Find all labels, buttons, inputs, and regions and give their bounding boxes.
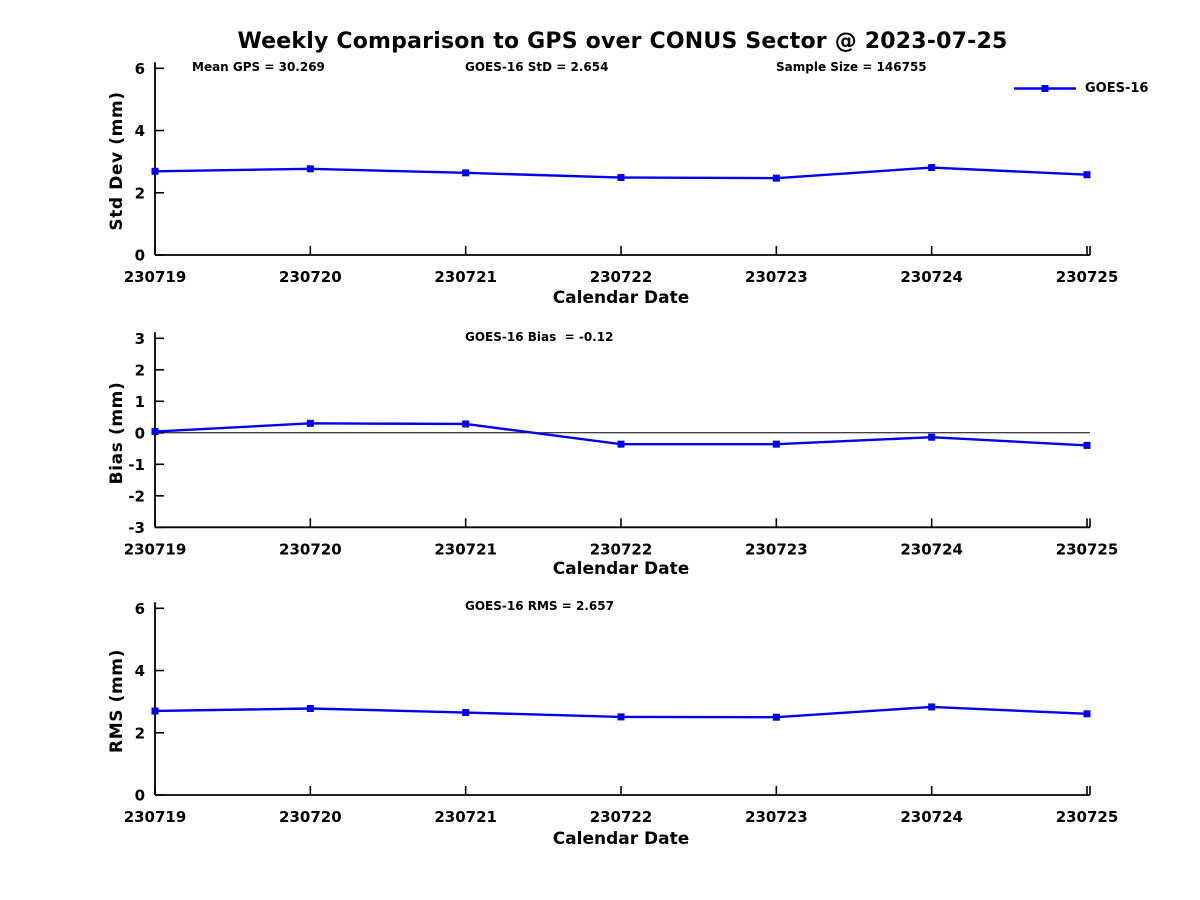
data-point-marker [151, 167, 159, 175]
data-point-marker [928, 703, 936, 711]
x-tick-label: 230724 [900, 808, 963, 826]
data-point-marker [617, 174, 625, 182]
y-tick-label: 2 [135, 184, 145, 202]
x-tick-label: 230720 [279, 268, 342, 286]
legend-line-marker-icon [1014, 85, 1076, 92]
annotation-goes16-bias: GOES-16 Bias = -0.12 [465, 330, 614, 344]
x-tick-label: 230724 [900, 268, 963, 286]
x-tick-label: 230725 [1056, 268, 1119, 286]
y-tick-label: 6 [135, 600, 145, 618]
ylabel-bias: Bias (mm) [107, 381, 127, 485]
data-point-marker [462, 169, 470, 177]
x-tick-label: 230719 [124, 808, 187, 826]
data-point-marker [928, 433, 936, 441]
data-point-marker [1083, 171, 1091, 179]
subplot-bias: -3 -2 -1 0 1 2 3 230719 230720 230721 230722 230723… [124, 330, 1119, 559]
x-tick-label: 230725 [1056, 808, 1119, 826]
data-point-marker [617, 440, 625, 448]
x-tick-label: 230722 [590, 540, 653, 558]
y-tick-label: 4 [135, 122, 145, 140]
y-tick-label: -3 [128, 519, 145, 537]
annotation-sample-size: Sample Size = 146755 [776, 60, 927, 74]
data-point-marker [306, 419, 314, 427]
x-tick-label: 230720 [279, 808, 342, 826]
subplot-std-dev: 0 2 4 6 230719 230720 230721 230722 230723 230724… [124, 60, 1119, 286]
data-point-marker [1083, 710, 1091, 718]
y-tick-label: 2 [135, 361, 145, 379]
x-tick-label: 230724 [900, 540, 963, 558]
data-point-marker [928, 164, 936, 172]
y-tick-label: 0 [135, 424, 145, 442]
x-tick-label: 230723 [745, 540, 808, 558]
data-point-marker [1083, 441, 1091, 449]
x-tick-label: 230721 [434, 268, 497, 286]
y-tick-label: 0 [135, 787, 145, 805]
data-point-marker [151, 707, 159, 715]
annotation-goes16-std: GOES-16 StD = 2.654 [465, 60, 609, 74]
data-point-marker [772, 174, 780, 182]
data-point-marker [306, 704, 314, 712]
y-tick-label: 3 [135, 330, 145, 348]
x-tick-label: 230719 [124, 268, 187, 286]
y-tick-label: 1 [135, 393, 145, 411]
y-tick-label: 2 [135, 724, 145, 742]
y-tick-label: -2 [128, 487, 145, 505]
legend: GOES-16 [1014, 80, 1148, 97]
xlabel-calendar-date-1: Calendar Date [552, 288, 690, 308]
x-tick-label: 230722 [590, 268, 653, 286]
data-point-marker [772, 440, 780, 448]
annotation-mean-gps: Mean GPS = 30.269 [192, 60, 325, 74]
x-tick-label: 230723 [745, 268, 808, 286]
legend-label: GOES-16 [1085, 81, 1149, 96]
data-point-marker [462, 420, 470, 428]
x-tick-label: 230721 [434, 540, 497, 558]
data-point-marker [617, 713, 625, 721]
figure-title: Weekly Comparison to GPS over CONUS Sect… [237, 29, 1008, 54]
ylabel-rms: RMS (mm) [107, 649, 127, 753]
x-tick-label: 230721 [434, 808, 497, 826]
x-tick-label: 230719 [124, 540, 187, 558]
x-tick-label: 230720 [279, 540, 342, 558]
data-point-marker [462, 709, 470, 717]
xlabel-calendar-date-3: Calendar Date [552, 829, 690, 849]
y-tick-label: 0 [135, 247, 145, 265]
ylabel-std-dev: Std Dev (mm) [107, 91, 127, 231]
data-point-marker [772, 713, 780, 721]
data-point-marker [306, 165, 314, 173]
x-tick-label: 230723 [745, 808, 808, 826]
y-tick-label: 4 [135, 662, 145, 680]
xlabel-calendar-date-2: Calendar Date [552, 559, 690, 579]
x-tick-label: 230722 [590, 808, 653, 826]
data-point-marker [151, 428, 159, 436]
y-tick-label: -1 [128, 456, 145, 474]
x-tick-label: 230725 [1056, 540, 1119, 558]
subplot-rms: 0 2 4 6 230719 230720 230721 230722 230723 230724… [124, 600, 1119, 826]
annotation-goes16-rms: GOES-16 RMS = 2.657 [465, 599, 614, 613]
y-tick-label: 6 [135, 60, 145, 78]
